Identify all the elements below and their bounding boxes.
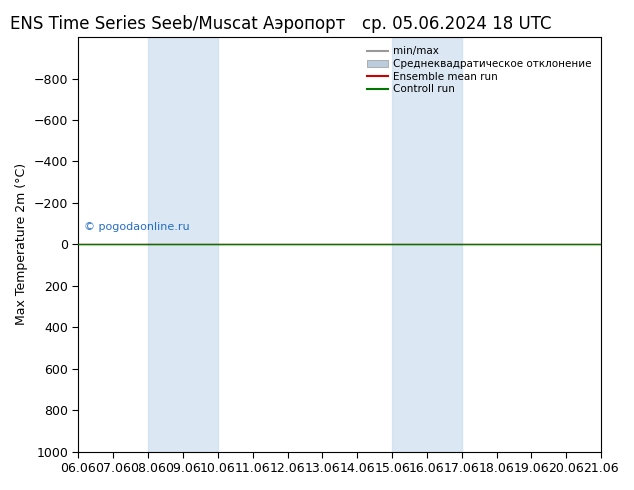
Text: ENS Time Series Seeb/Muscat Аэропорт: ENS Time Series Seeb/Muscat Аэропорт — [10, 15, 345, 33]
Bar — [392, 37, 462, 452]
Text: ср. 05.06.2024 18 UTC: ср. 05.06.2024 18 UTC — [362, 15, 551, 33]
Bar — [148, 37, 218, 452]
Y-axis label: Max Temperature 2m (°C): Max Temperature 2m (°C) — [15, 163, 28, 325]
Text: © pogodaonline.ru: © pogodaonline.ru — [84, 222, 190, 232]
Legend: min/max, Среднеквадратическое отклонение, Ensemble mean run, Controll run: min/max, Среднеквадратическое отклонение… — [363, 42, 596, 98]
